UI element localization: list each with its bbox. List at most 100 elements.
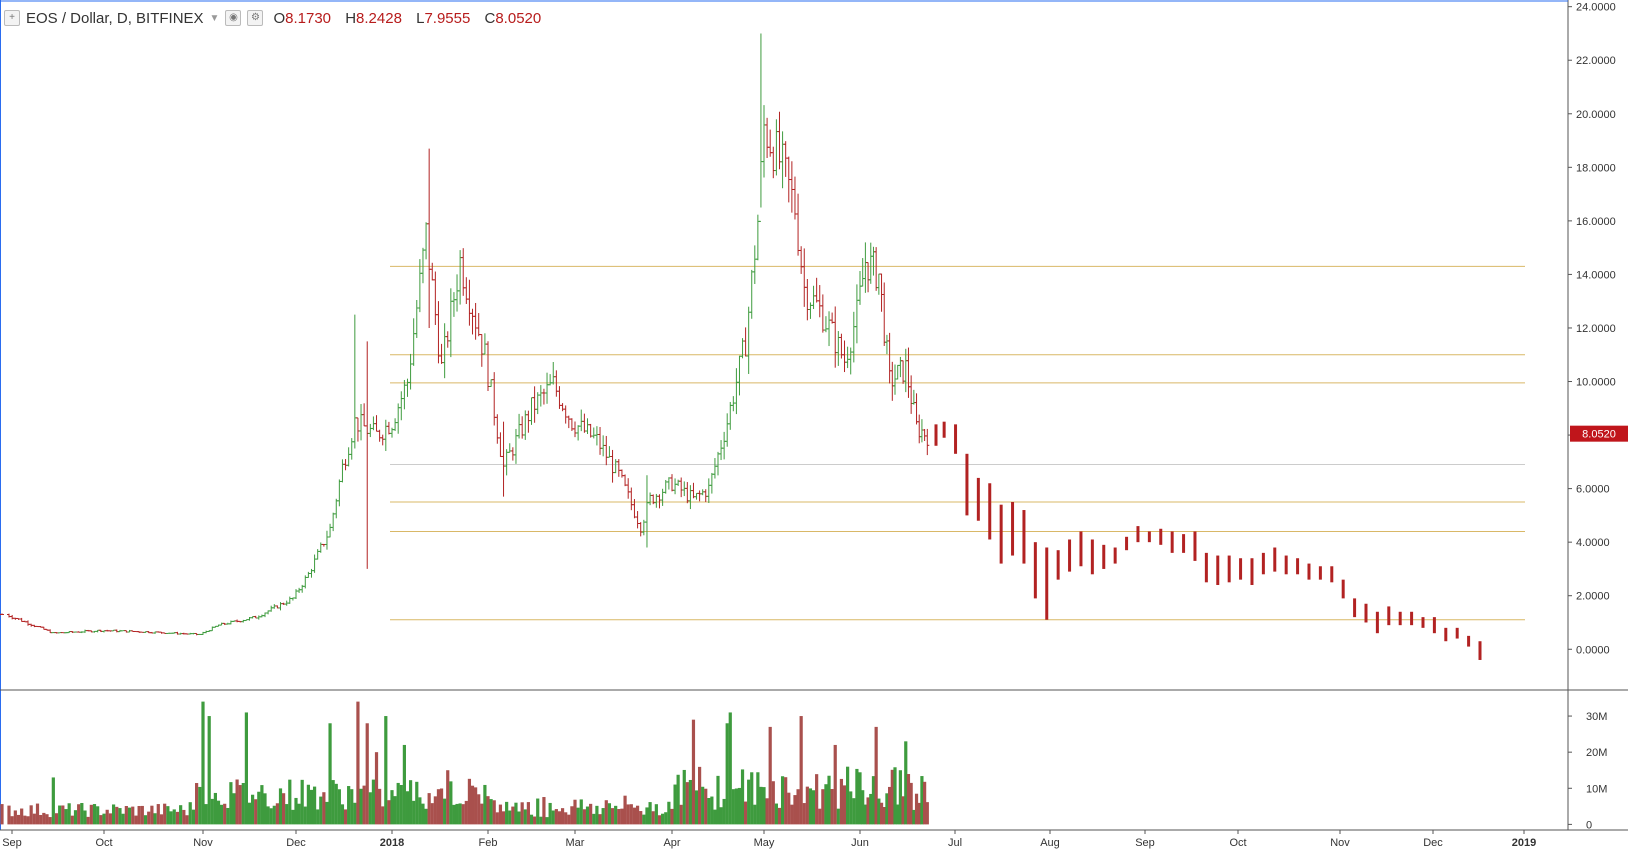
gear-icon[interactable]: ⚙ [247, 10, 264, 26]
volume-bar [545, 817, 549, 825]
volume-bar [266, 806, 270, 825]
volume-bar [917, 802, 921, 825]
volume-bar [356, 701, 360, 825]
volume-bar [343, 809, 348, 825]
volume-bar [610, 808, 615, 825]
volume-bar [645, 807, 649, 825]
volume-bar [833, 744, 837, 825]
volume-bar [688, 779, 692, 825]
volume-bar [77, 804, 81, 825]
open-label: O [273, 9, 286, 27]
volume-bar [446, 770, 450, 825]
time-tick-label: Oct [95, 837, 112, 849]
volume-bar [238, 785, 242, 825]
volume-bar [704, 788, 708, 825]
volume-bar [147, 811, 151, 825]
time-tick-label: Sep [2, 837, 22, 849]
volume-bar [520, 802, 524, 825]
price-tick-label: 20.0000 [1576, 109, 1616, 121]
volume-bar [337, 789, 341, 825]
volume-bar [156, 804, 160, 825]
volume-bar [923, 781, 927, 825]
volume-bar [576, 807, 580, 825]
volume-bar [846, 766, 850, 825]
volume-bar [824, 784, 828, 825]
volume-bar [827, 775, 831, 825]
volume-bar [207, 716, 211, 825]
caret-down-icon[interactable]: ▼ [209, 12, 220, 24]
volume-bar [852, 798, 856, 825]
last-price-label: 8.0520 [1582, 429, 1616, 441]
volume-bar [247, 802, 252, 825]
volume-bar [309, 789, 314, 825]
volume-bar [325, 801, 329, 825]
volume-bar [514, 802, 518, 825]
volume-bar [542, 797, 546, 825]
volume-bar [371, 779, 376, 825]
volume-bar [533, 816, 537, 825]
volume-bar [719, 807, 723, 825]
volume-bar [722, 798, 726, 825]
volume-bar [169, 811, 173, 825]
volume-bar [368, 792, 372, 825]
volume-bar [188, 802, 192, 825]
volume-tick-label: 0 [1586, 819, 1592, 831]
volume-bar [362, 785, 366, 825]
volume-bar [474, 787, 478, 825]
volume-bar [235, 779, 239, 825]
volume-bar [906, 774, 911, 825]
symbol-title[interactable]: EOS / Dollar, D, BITFINEX [26, 9, 204, 27]
plus-square-icon[interactable]: + [4, 10, 20, 26]
volume-bar [433, 796, 437, 825]
volume-bar [306, 784, 310, 825]
open-value: 8.1730 [285, 9, 332, 27]
eye-icon[interactable]: ◉ [225, 10, 242, 26]
volume-bar [260, 785, 264, 825]
volume-bar [879, 802, 884, 825]
volume-bar [836, 808, 840, 825]
time-tick-label: Dec [1423, 837, 1443, 849]
volume-bar [604, 800, 608, 825]
volume-bar [480, 803, 484, 825]
time-tick-label: Sep [1135, 837, 1155, 849]
volume-bar [912, 809, 916, 825]
volume-bar [291, 809, 295, 825]
volume-bar [849, 791, 853, 825]
volume-bar [272, 805, 276, 825]
volume-bar [331, 780, 335, 825]
volume-bar [560, 808, 565, 825]
time-tick-label: Jun [851, 837, 869, 849]
price-tick-label: 4.0000 [1576, 537, 1610, 549]
volume-bar [166, 806, 170, 825]
volume-bar [86, 816, 90, 825]
volume-bar [396, 782, 400, 825]
volume-bar [818, 808, 822, 825]
volume-bar [316, 809, 320, 825]
ohlc-readout: O8.1730 H8.2428 L7.9555 C8.0520 [273, 10, 551, 27]
volume-bar [439, 788, 444, 825]
volume-bar [858, 772, 862, 825]
volume-bar [150, 805, 154, 825]
volume-bar [679, 804, 683, 825]
volume-bar [387, 800, 391, 825]
volume-bar [175, 811, 180, 825]
volume-bar [780, 776, 785, 825]
volume-bar [523, 809, 527, 825]
price-tick-label: 0.0000 [1576, 644, 1610, 656]
volume-bar [673, 784, 677, 825]
volume-bar [866, 797, 870, 825]
volume-bar [920, 776, 924, 825]
time-tick-label: Apr [663, 837, 680, 849]
volume-bar [909, 782, 913, 825]
volume-bar [80, 802, 84, 825]
volume-bar [901, 796, 905, 825]
volume-bar [257, 791, 261, 825]
volume-bar [492, 800, 496, 825]
volume-bar [508, 810, 512, 825]
volume-bar [92, 804, 97, 825]
volume-bar [220, 804, 224, 825]
volume-bar [495, 812, 499, 825]
volume-bar [241, 782, 245, 825]
